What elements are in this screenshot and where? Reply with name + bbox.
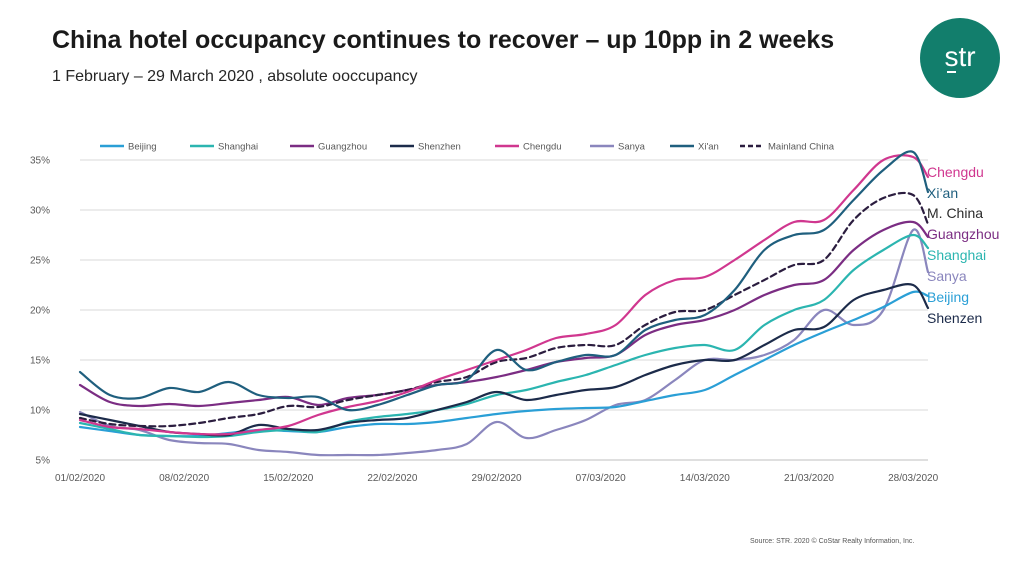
x-tick-label: 08/02/2020 bbox=[159, 473, 209, 484]
series-line-xi-an bbox=[78, 150, 930, 412]
series-line-chengdu bbox=[78, 154, 930, 436]
end-label: Chengdu bbox=[927, 164, 984, 180]
end-label: Guangzhou bbox=[927, 226, 999, 242]
y-axis: 5% 10% 15% 20% 25% 30% 35% bbox=[30, 156, 50, 467]
legend-label: Guangzhou bbox=[318, 142, 367, 153]
legend: Beijing Shanghai Guangzhou Shenzhen Chengdu S… bbox=[100, 142, 835, 153]
legend-label: Mainland China bbox=[768, 142, 835, 153]
legend-label: Sanya bbox=[618, 142, 646, 153]
end-label: Xi’an bbox=[927, 185, 958, 201]
y-tick-label: 10% bbox=[30, 406, 50, 417]
page-title: China hotel occupancy continues to recov… bbox=[52, 26, 835, 54]
end-label: Beijing bbox=[927, 289, 969, 305]
x-tick-label: 15/02/2020 bbox=[263, 473, 313, 484]
str-logo: str bbox=[920, 18, 1000, 98]
series-line-shenzhen bbox=[78, 283, 930, 437]
series-line-shanghai bbox=[78, 233, 930, 439]
x-tick-label: 22/02/2020 bbox=[367, 473, 417, 484]
legend-label: Xi'an bbox=[698, 142, 719, 153]
logo-circle bbox=[920, 18, 1000, 98]
series-line-beijing bbox=[78, 290, 930, 438]
y-tick-label: 25% bbox=[30, 256, 50, 267]
end-label: Shanghai bbox=[927, 247, 986, 263]
series-line-sanya bbox=[78, 228, 930, 457]
series-lines bbox=[78, 150, 930, 457]
end-label: M. China bbox=[927, 205, 983, 221]
logo-text: str bbox=[944, 41, 975, 72]
x-tick-label: 29/02/2020 bbox=[472, 473, 522, 484]
x-tick-label: 28/03/2020 bbox=[888, 473, 938, 484]
legend-label: Chengdu bbox=[523, 142, 562, 153]
series-line-guangzhou bbox=[78, 220, 930, 408]
y-tick-label: 15% bbox=[30, 356, 50, 367]
end-label: Shenzen bbox=[927, 310, 982, 326]
x-axis: 01/02/2020 08/02/2020 15/02/2020 22/02/2020… bbox=[55, 473, 939, 484]
page-subtitle: 1 February – 29 March 2020 , absolute oo… bbox=[52, 68, 418, 85]
end-labels: Chengdu Xi’an M. China Guangzhou Shanghai San… bbox=[927, 164, 999, 326]
x-tick-label: 07/03/2020 bbox=[576, 473, 626, 484]
y-tick-label: 20% bbox=[30, 306, 50, 317]
y-tick-label: 35% bbox=[30, 156, 50, 167]
y-tick-label: 5% bbox=[36, 456, 51, 467]
legend-label: Shanghai bbox=[218, 142, 258, 153]
legend-label: Shenzhen bbox=[418, 142, 461, 153]
y-tick-label: 30% bbox=[30, 206, 50, 217]
gridlines bbox=[80, 159, 928, 461]
source-note: Source: STR. 2020 © CoStar Realty Inform… bbox=[750, 538, 915, 545]
x-tick-label: 14/03/2020 bbox=[680, 473, 730, 484]
legend-label: Beijing bbox=[128, 142, 157, 153]
x-tick-label: 21/03/2020 bbox=[784, 473, 834, 484]
x-tick-label: 01/02/2020 bbox=[55, 473, 105, 484]
end-label: Sanya bbox=[927, 268, 967, 284]
